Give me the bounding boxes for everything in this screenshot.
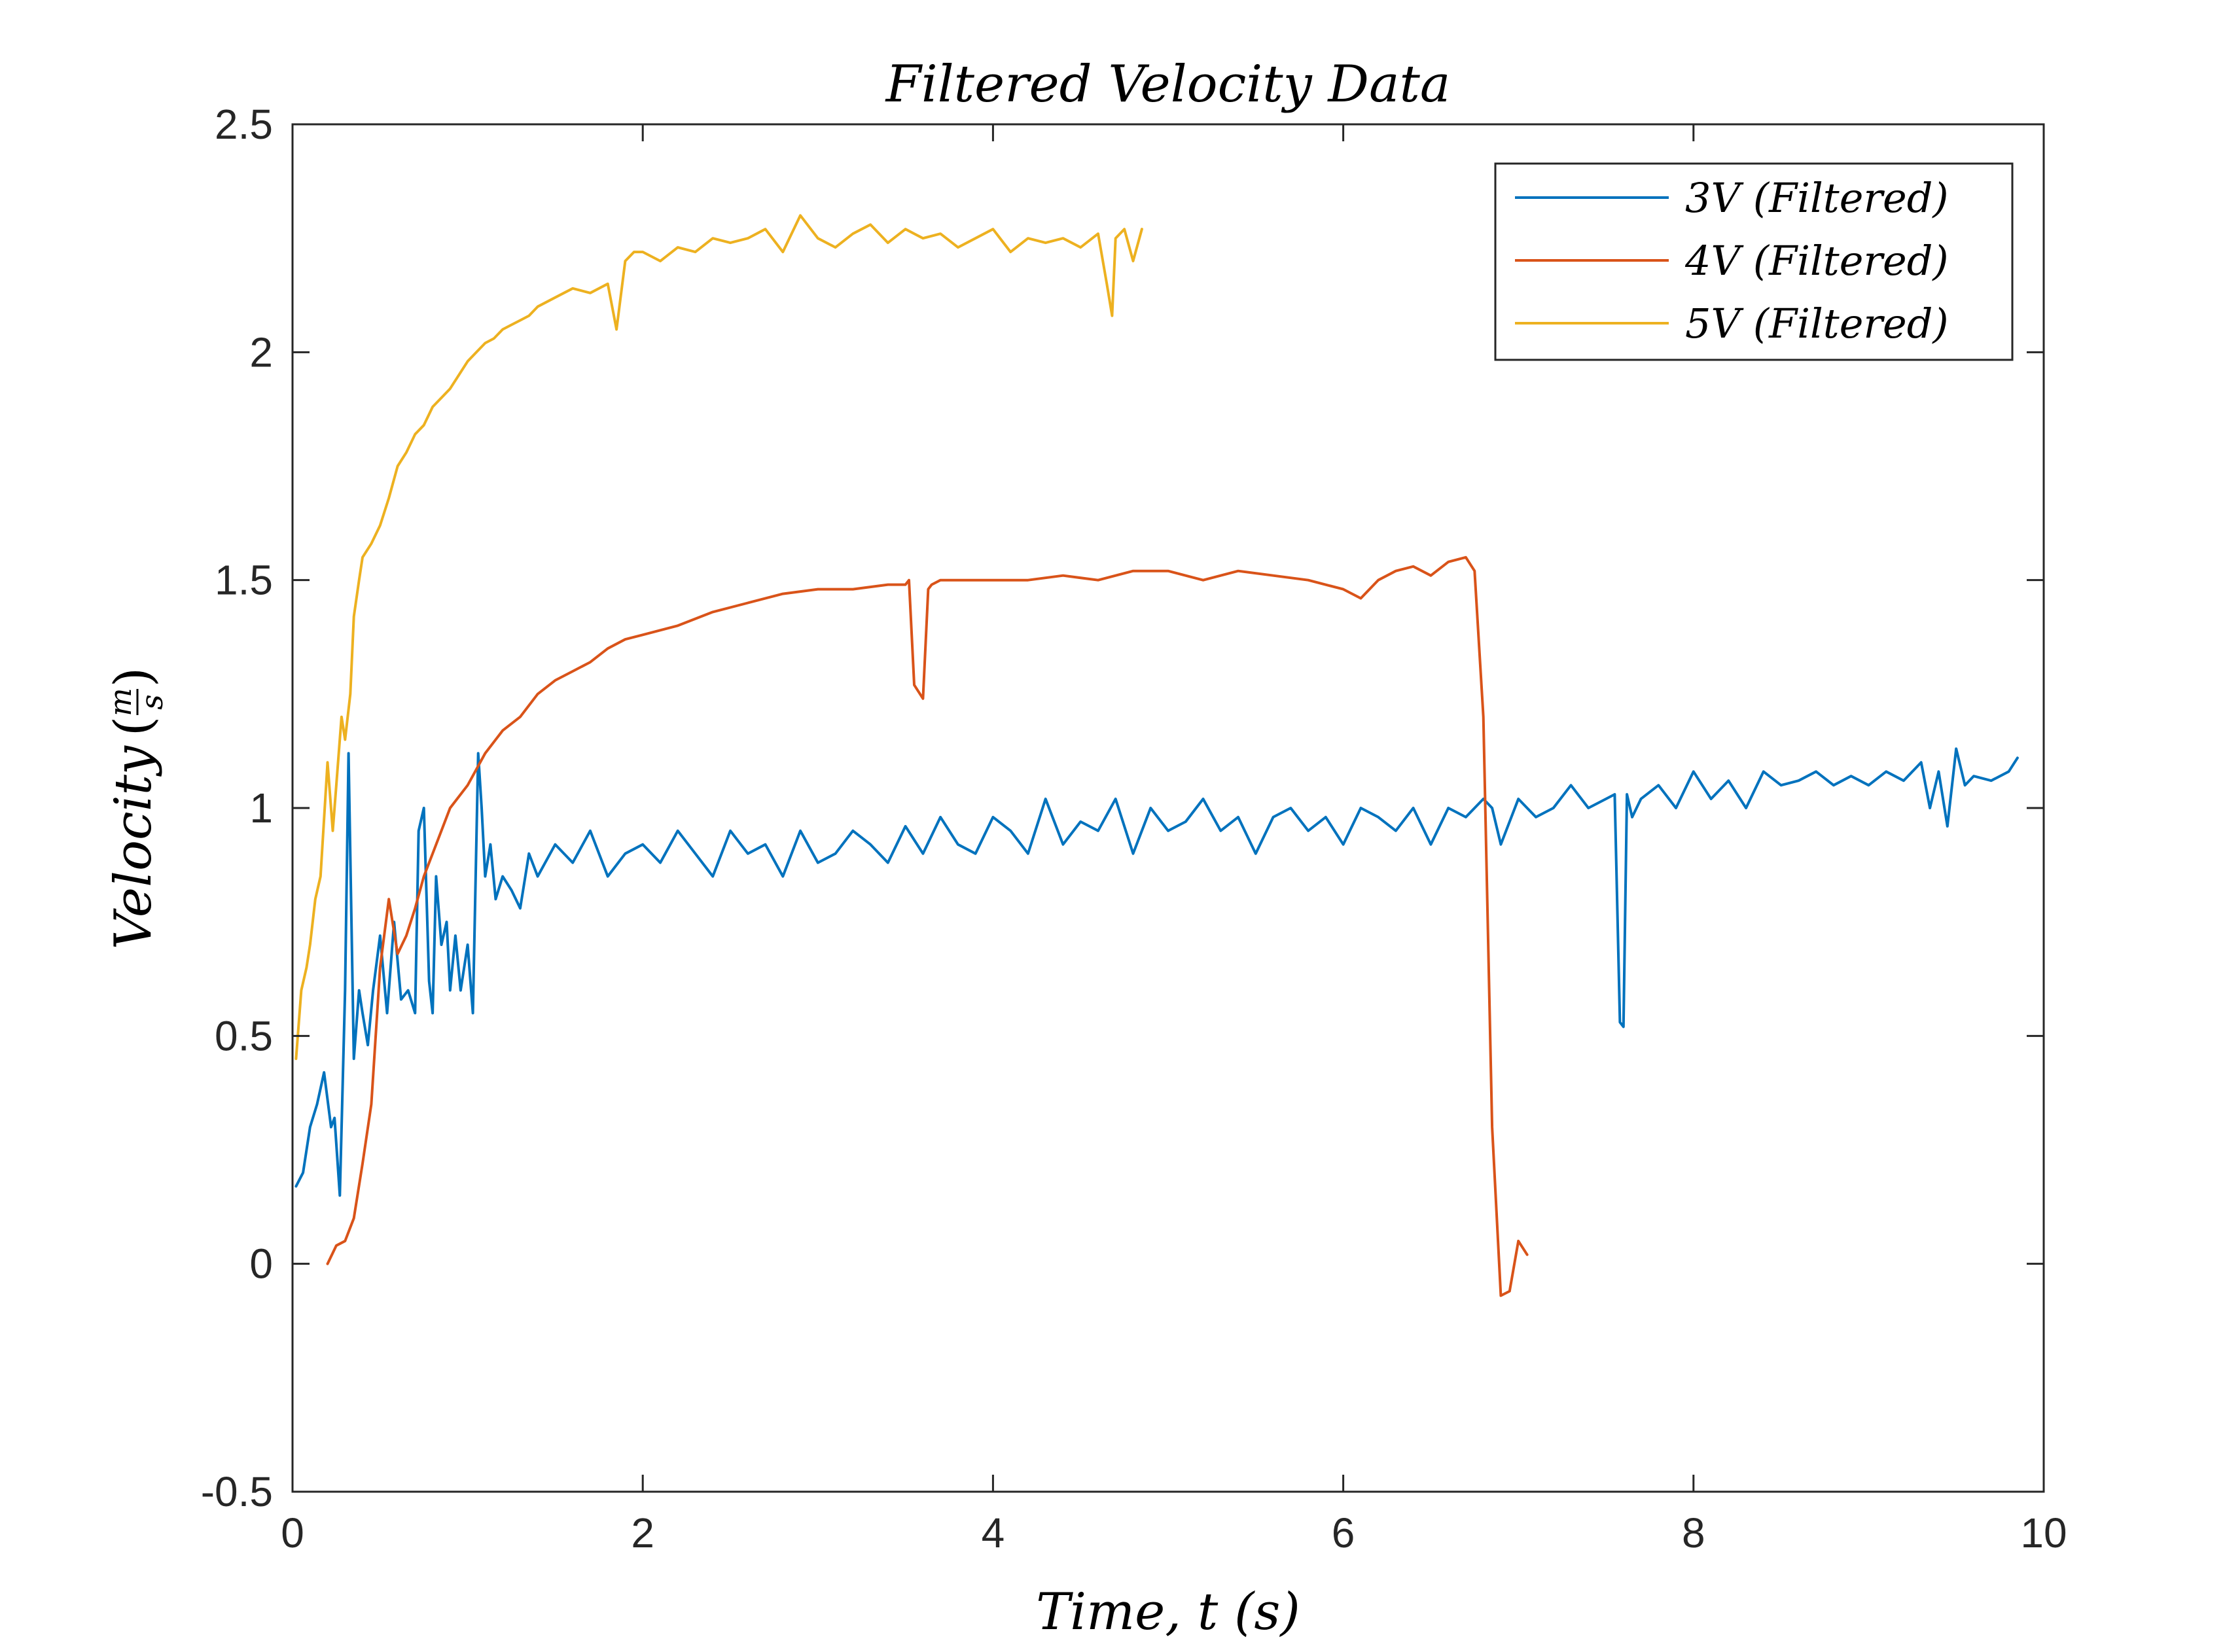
- y-axis-title: Velocity ( m s ): [103, 667, 169, 950]
- x-tick-label: 0: [281, 1509, 304, 1556]
- y-tick-label: 0.5: [215, 1012, 273, 1059]
- ticks-layer: 0 2 4 6 8 10-0.500.511.522.5: [201, 101, 2067, 1556]
- legend-label-1: 3V (Filtered): [1685, 174, 1949, 222]
- y-axis-unit-open-paren: (: [104, 716, 163, 736]
- y-axis-unit-numerator: m: [103, 688, 138, 716]
- legend-label-2: 4V (Filtered): [1684, 237, 1949, 285]
- y-axis-unit-denominator: s: [134, 694, 169, 710]
- legend: 3V (Filtered) 4V (Filtered) 5V (Filtered): [1494, 162, 2014, 361]
- series-line-1: [294, 747, 2019, 1197]
- y-tick-label: 1: [249, 784, 273, 832]
- y-axis-unit-close-paren: ): [104, 667, 163, 687]
- series-line-2: [326, 555, 1529, 1297]
- y-tick-label: -0.5: [201, 1468, 273, 1515]
- y-axis-title-text: Velocity: [104, 745, 163, 949]
- x-tick-label: 2: [631, 1509, 654, 1556]
- x-axis-title: Time, t (s): [1036, 1583, 1300, 1642]
- y-tick-label: 2: [249, 328, 273, 376]
- legend-label-3: 5V (Filtered): [1685, 300, 1949, 347]
- series-line-3: [294, 214, 1143, 1061]
- x-tick-label: 8: [1682, 1509, 1705, 1556]
- y-tick-label: 0: [249, 1240, 273, 1288]
- x-tick-label: 10: [2020, 1509, 2067, 1556]
- x-tick-label: 6: [1332, 1509, 1355, 1556]
- chart-title: Filtered Velocity Data: [885, 55, 1451, 114]
- y-tick-label: 2.5: [215, 101, 273, 148]
- x-tick-label: 4: [982, 1509, 1005, 1556]
- series-layer: [294, 214, 2019, 1297]
- y-tick-label: 1.5: [215, 557, 273, 604]
